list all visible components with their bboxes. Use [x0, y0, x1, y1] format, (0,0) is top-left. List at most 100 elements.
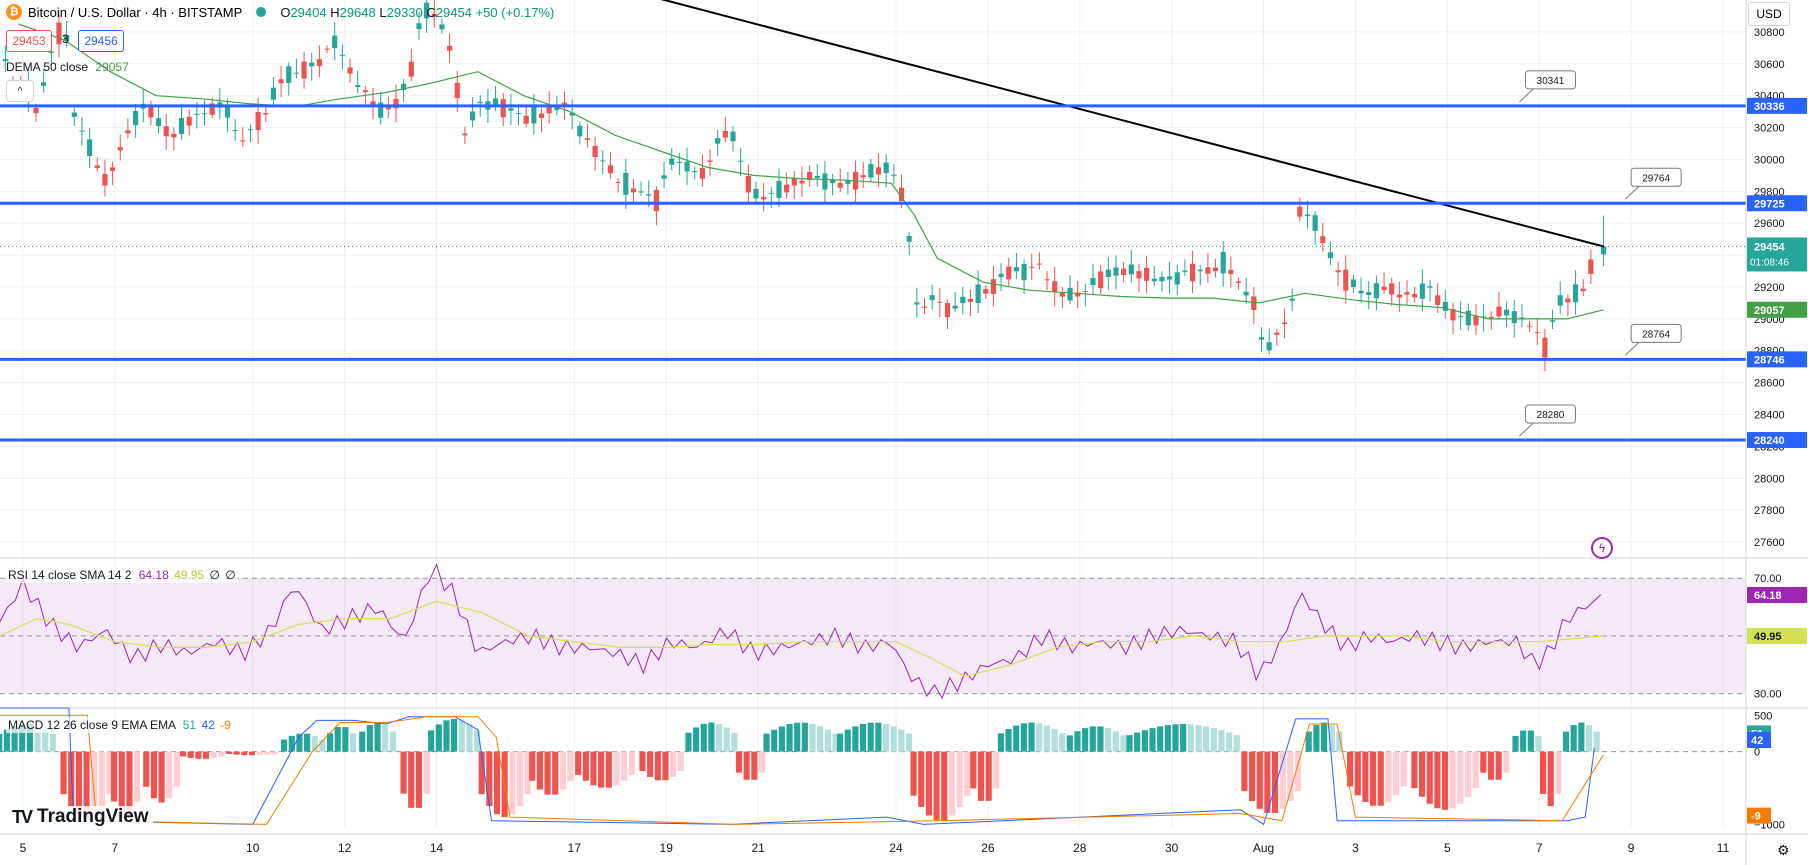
candle-body	[1458, 316, 1464, 318]
macd-histogram-bar	[311, 735, 318, 752]
macd-histogram-bar	[552, 751, 559, 795]
candle-body	[1473, 315, 1479, 326]
macd-histogram-bar	[173, 751, 180, 787]
tradingview-logo: TV TradingView	[8, 806, 153, 828]
x-tick-label: 28	[1073, 841, 1087, 855]
candle-body	[477, 101, 483, 104]
candle-body	[301, 61, 307, 79]
candle-body	[615, 181, 621, 183]
macd-histogram-bar	[1180, 724, 1187, 752]
candle-body	[1151, 278, 1157, 282]
macd-histogram-bar	[925, 751, 932, 816]
candle-body	[738, 160, 744, 162]
candle-body	[186, 116, 192, 126]
candle-body	[768, 192, 774, 194]
x-tick-label: 12	[338, 841, 352, 855]
macd-histogram-bar	[60, 751, 67, 795]
candle-body	[492, 98, 499, 105]
candle-body	[692, 171, 698, 173]
macd-histogram-bar	[428, 730, 435, 752]
last-price-badge	[1747, 237, 1807, 272]
lightning-icon[interactable]: ϟ	[1591, 537, 1613, 559]
candle-body	[1481, 316, 1487, 318]
candle-body	[408, 61, 414, 77]
dema-axis-label: 29057	[1754, 305, 1785, 317]
macd-histogram-bar	[1570, 725, 1577, 752]
price-tick-label: 28600	[1754, 378, 1785, 390]
macd-histogram-bar	[1347, 751, 1354, 787]
macd-histogram-bar	[743, 751, 750, 780]
macd-histogram-bar	[296, 733, 303, 752]
macd-histogram-bar	[451, 718, 458, 752]
sell-price-box[interactable]: 29453	[6, 30, 52, 52]
macd-histogram-bar	[1585, 725, 1593, 752]
macd-signal-line	[0, 714, 1605, 825]
level-axis-badge	[1747, 351, 1807, 368]
buy-price-box[interactable]: 29456	[78, 30, 124, 52]
macd-histogram-bar	[1336, 731, 1343, 752]
candle-body	[1013, 267, 1019, 272]
x-tick-label: 7	[112, 841, 119, 855]
currency-button[interactable]: USD	[1748, 2, 1790, 26]
price-tick-label: 28000	[1754, 473, 1785, 485]
macd-histogram-bar	[716, 723, 723, 752]
macd-histogram-bar	[956, 751, 963, 807]
level-callout	[1524, 70, 1576, 90]
rsi-axis-badge	[1747, 586, 1807, 603]
candle-body	[309, 62, 315, 67]
collapse-legend-button[interactable]: ^	[6, 80, 34, 102]
macd-histogram-bar	[271, 751, 279, 755]
macd-histogram-bar	[1441, 751, 1449, 810]
macd-histogram-bar	[933, 751, 940, 821]
candle-body	[875, 167, 882, 175]
macd-histogram-bar	[509, 751, 516, 815]
candle-body	[515, 112, 522, 114]
level-callout-label: 29764	[1642, 173, 1670, 184]
macd-histogram-bar	[1495, 751, 1502, 780]
macd-histogram-bar	[158, 751, 165, 803]
rsi-extra-2: ∅	[225, 568, 236, 582]
macd-histogram-bar	[1305, 731, 1312, 752]
macd-histogram-bar	[1400, 751, 1407, 787]
candle-body	[94, 165, 100, 169]
x-tick-label: 5	[20, 841, 27, 855]
macd-histogram-bar	[1066, 735, 1073, 752]
macd-histogram-bar	[359, 731, 366, 752]
candle-body	[378, 102, 384, 118]
candle-body	[653, 190, 659, 212]
price-tick-label: 28400	[1754, 410, 1785, 422]
candle-body	[1600, 246, 1607, 255]
candle-body	[623, 172, 629, 195]
macd-histogram-bar	[771, 729, 778, 752]
macd-histogram-bar	[98, 751, 105, 807]
macd-histogram-bar	[233, 751, 240, 755]
candle-body	[431, 13, 437, 18]
candle-body	[1534, 332, 1540, 334]
candle-body	[669, 158, 675, 165]
candle-body	[232, 130, 238, 132]
candle-body	[454, 82, 460, 99]
macd-histogram-bar	[26, 724, 33, 752]
macd-histogram-bar	[567, 751, 574, 781]
candle-body	[1297, 206, 1303, 217]
macd-histogram-bar	[11, 726, 18, 752]
candle-body	[967, 298, 974, 302]
macd-histogram-bar	[1411, 751, 1418, 789]
dema-line	[18, 23, 1604, 320]
candle-body	[1504, 309, 1510, 316]
candle-body	[906, 236, 912, 242]
candle-body	[1144, 267, 1150, 281]
candle-body	[1320, 236, 1326, 244]
macd-histogram-bar	[1141, 730, 1148, 752]
gear-icon[interactable]: ⚙	[1777, 842, 1790, 858]
macd-histogram-bar	[977, 751, 985, 801]
candle-body	[447, 45, 453, 51]
candle-body	[1174, 272, 1180, 285]
macd-histogram-bar	[559, 751, 566, 790]
macd-histogram-bar	[106, 751, 113, 795]
macd-histogram-bar	[1226, 732, 1233, 752]
candle-body	[1235, 281, 1242, 283]
candle-body	[2, 59, 8, 62]
candle-body	[753, 188, 759, 199]
